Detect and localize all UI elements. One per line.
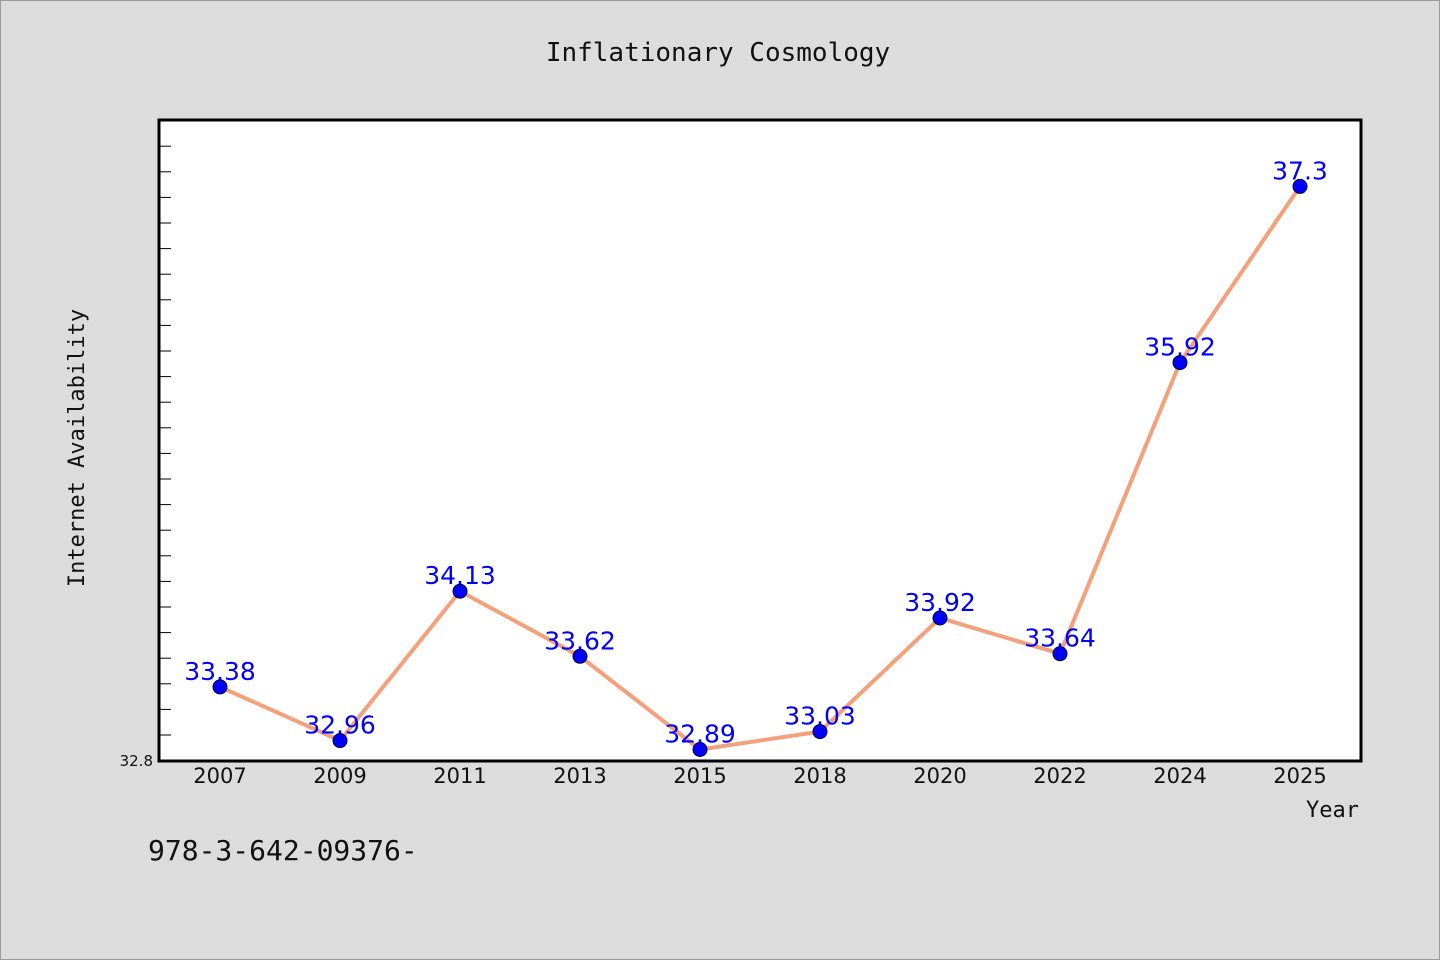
y-tick-labels: 32.8: [120, 752, 153, 770]
data-label: 32.89: [664, 720, 736, 749]
data-labels: 33.38 32.96 34.13 33.62 32.89 33.03 33.92 33.64…: [184, 156, 1328, 748]
x-tick-label: 2024: [1153, 764, 1206, 788]
data-label: 33.62: [544, 626, 616, 655]
data-label: 33.64: [1024, 624, 1096, 653]
data-point-marker: [692, 742, 708, 757]
y-axis-label: Internet Availability: [65, 309, 90, 587]
x-tick-label: 2020: [913, 764, 966, 788]
data-point-marker: [812, 724, 828, 740]
x-tick-label: 2015: [673, 764, 726, 788]
data-label: 33.03: [784, 702, 856, 731]
x-axis-label: Year: [1306, 798, 1359, 823]
data-point-marker: [332, 733, 348, 749]
data-point-marker: [1172, 355, 1188, 371]
data-markers: [212, 178, 1308, 757]
data-point-marker: [1052, 646, 1068, 662]
data-label: 35.92: [1144, 333, 1216, 362]
chart-title: Inflationary Cosmology: [546, 38, 890, 68]
x-tick-label: 2009: [313, 764, 366, 788]
data-label: 32.96: [304, 711, 376, 740]
x-tick-label: 2022: [1033, 764, 1086, 788]
x-tick-labels: 2007 2009 2011 2013 2015 2018 2020 2022 2024 2025: [193, 764, 1326, 788]
series-line: [219, 185, 1302, 752]
data-point-marker: [212, 679, 228, 695]
x-tick-label: 2013: [553, 764, 606, 788]
data-label: 37.3: [1272, 156, 1328, 185]
x-tick-label: 2025: [1273, 764, 1326, 788]
data-label: 34.13: [424, 561, 496, 590]
data-point-marker: [452, 583, 468, 599]
y-tick-label: 32.8: [120, 752, 153, 770]
x-tick-label: 2007: [193, 764, 246, 788]
data-label: 33.92: [904, 588, 976, 617]
data-point-marker: [932, 610, 948, 626]
x-tick-label: 2018: [793, 764, 846, 788]
x-tick-label: 2011: [433, 764, 486, 788]
plot-area: [157, 118, 1363, 763]
footer-text: 978-3-642-09376-: [148, 834, 418, 867]
data-point-marker: [1292, 178, 1308, 194]
y-minor-ticks: [159, 145, 171, 736]
data-label: 33.38: [184, 657, 256, 686]
data-point-marker: [572, 648, 588, 664]
